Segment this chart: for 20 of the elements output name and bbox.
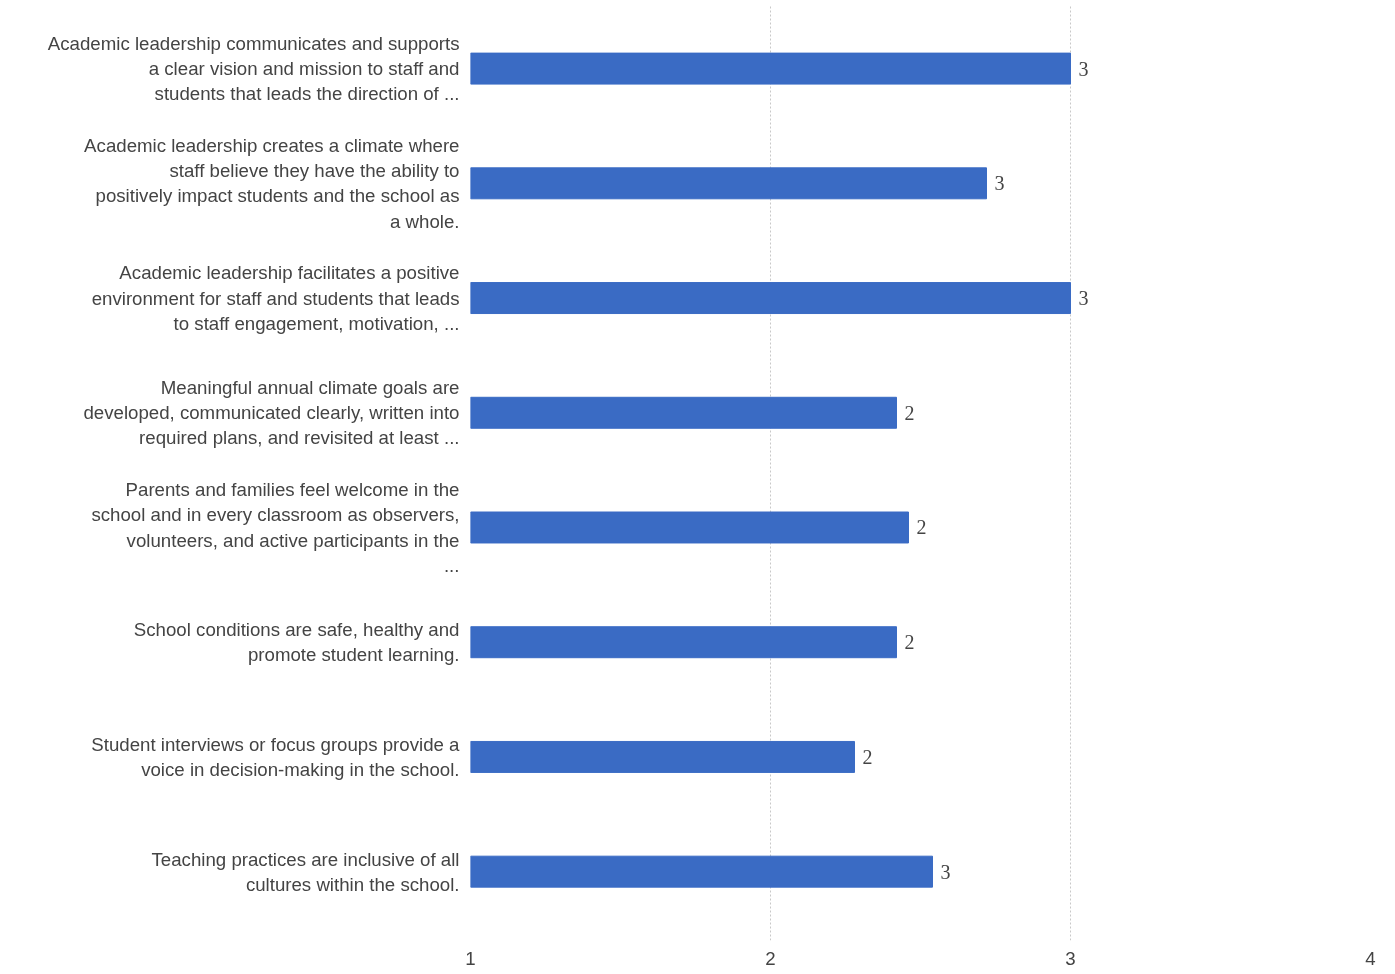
y-tick-label: School conditions are safe, healthy and promote student learning. xyxy=(133,619,460,666)
y-tick-label: Academic leadership communicates and supports a clear vision and mission to staff and students that leads the direction of ... xyxy=(47,32,460,105)
y-tick-label: Academic leadership creates a climate where staff believe they have the ability to positively impact students and the school as a whole. xyxy=(84,135,460,232)
y-tick-label: Meaningful annual climate goals are developed, communicated clearly, written into required plans, and revisited at least ... xyxy=(83,377,460,449)
y-tick-label: Teaching practices are inclusive of all cultures within the school. xyxy=(151,848,460,895)
data-label: 3 xyxy=(994,172,1005,195)
y-tick-label: Parents and families feel welcome in the school and in every classroom as observers, volunteers, and active participants in the ... xyxy=(91,479,460,576)
data-label: 3 xyxy=(1078,57,1089,80)
data-label: 2 xyxy=(862,745,873,768)
y-tick-label: Academic leadership facilitates a positive environment for staff and students that leads to staff engagement, motivation, ... xyxy=(91,262,460,334)
x-tick-label: 4 xyxy=(1365,947,1376,969)
x-tick-label: 2 xyxy=(765,947,776,969)
data-label: 3 xyxy=(940,860,951,883)
data-label: 2 xyxy=(904,401,915,424)
y-tick-label: Student interviews or focus groups provide a voice in decision-making in the school. xyxy=(91,733,461,781)
x-tick-label: 1 xyxy=(465,947,476,969)
data-label: 2 xyxy=(916,516,927,539)
data-label: 2 xyxy=(904,631,915,654)
data-label: 3 xyxy=(1078,287,1089,310)
x-tick-label: 3 xyxy=(1065,947,1076,969)
